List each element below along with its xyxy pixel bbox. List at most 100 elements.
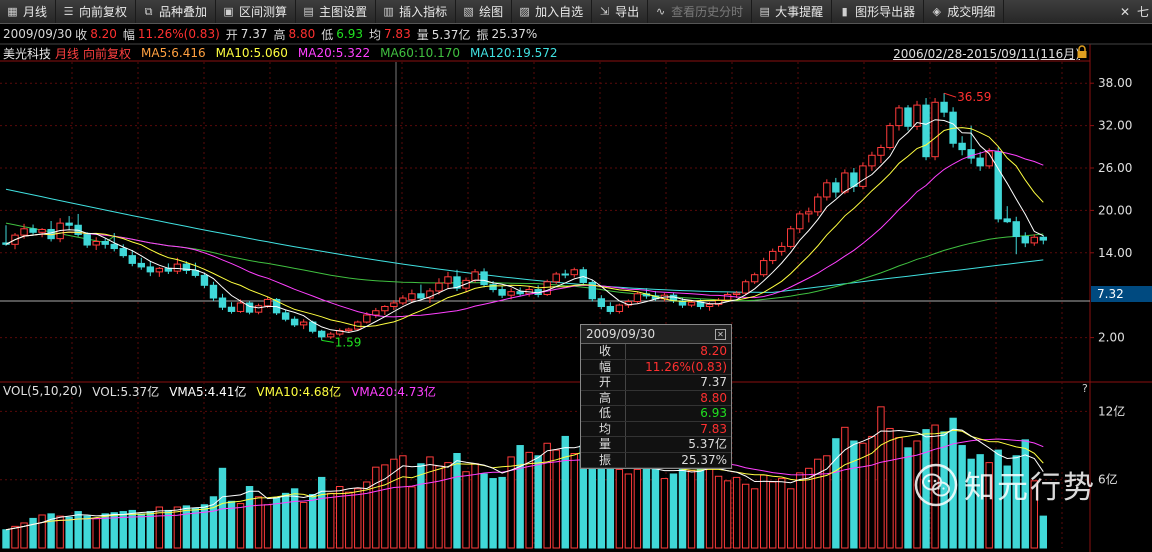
lock-icon[interactable] [1076, 45, 1088, 59]
toolbar-overflow[interactable]: 七 [1136, 5, 1149, 19]
tooltip-key: 振 [581, 452, 626, 467]
volume-bar [841, 426, 849, 549]
info-high-label: 高 [273, 27, 286, 42]
volume-bar [480, 473, 488, 549]
volume-bar [859, 442, 867, 549]
ma120-layer [5, 188, 1044, 293]
toolbar-button-12[interactable]: ◈ 成交明细 [924, 0, 1005, 23]
volume-bar [669, 473, 678, 549]
volume-bar [2, 529, 10, 549]
toolbar-label: 查看历史分时 [671, 5, 744, 19]
toolbar-button-3[interactable]: ▣ 区间测算 [216, 0, 297, 23]
volume-bar [38, 514, 46, 549]
volume-bar [254, 496, 263, 549]
ma-layer [5, 119, 1044, 333]
volume-bar [850, 440, 858, 549]
toolbar-label: 导出 [615, 5, 640, 19]
tooltip-row: 开 7.37 [581, 375, 731, 391]
candle-body [119, 248, 127, 257]
volume-bar [814, 458, 822, 549]
close-icon[interactable]: ✕ [1119, 4, 1131, 19]
candle-body [227, 306, 236, 312]
vma10-value: VMA10:4.68亿 [256, 384, 342, 399]
price-tick-label: 20.00 [1098, 203, 1132, 217]
volume-bar [128, 509, 136, 549]
grid-icon: ▦ [7, 5, 18, 18]
period-label[interactable]: 月线 [55, 46, 80, 61]
toolbar-button-2[interactable]: ⧉ 品种叠加 [136, 0, 217, 23]
candle-body [868, 154, 876, 167]
date-range[interactable]: 2006/02/28-2015/09/11(116月) [893, 47, 1080, 61]
volume-bar [570, 453, 578, 549]
volume-bar [705, 460, 714, 549]
candle-body [471, 271, 479, 281]
vma20-value: VMA20:4.73亿 [351, 384, 436, 399]
volume-bar [868, 435, 876, 549]
candle-body [967, 149, 975, 159]
toolbar-button-9[interactable]: ∿ 查看历史分时 [648, 0, 753, 23]
close-icon[interactable]: ✕ [715, 328, 726, 340]
volume-bar [832, 438, 840, 549]
volume-bar [417, 463, 425, 549]
volume-bar [290, 488, 299, 549]
candle-body [778, 245, 786, 252]
volume-bar [498, 476, 506, 549]
candle-body [750, 274, 759, 283]
ma120-value: MA120:19.572 [469, 46, 558, 60]
info-amp: 25.37% [491, 27, 538, 41]
toolbar-button-1[interactable]: ☰ 向前复权 [56, 0, 137, 23]
toolbar-button-4[interactable]: ▤ 主图设置 [296, 0, 377, 23]
price-tick-label: 32.00 [1098, 119, 1132, 133]
candle-body [345, 328, 353, 332]
volume-bar [155, 506, 164, 549]
candle-body [92, 240, 100, 246]
candle-body [399, 297, 407, 304]
ma60-layer [5, 222, 1044, 302]
volume-bar [336, 486, 344, 549]
toolbar-label: 月线 [23, 5, 48, 19]
toolbar-button-8[interactable]: ⇲ 导出 [592, 0, 649, 23]
volume-bar [137, 513, 146, 549]
volume-bar [823, 455, 831, 549]
candle-body [29, 228, 37, 233]
toolbar-button-5[interactable]: ▥ 插入指标 [376, 0, 457, 23]
candle-body [633, 293, 642, 303]
candle-body [173, 263, 182, 272]
toolbar-button-7[interactable]: ▨ 加入自选 [512, 0, 593, 23]
toolbar-button-0[interactable]: ▦ 月线 [0, 0, 57, 23]
info-close: 8.20 [90, 27, 117, 41]
volume-bar [769, 481, 777, 549]
candle-body [606, 306, 615, 312]
tooltip-key: 量 [581, 437, 626, 452]
candle-body [444, 276, 452, 284]
volume-bar [381, 464, 389, 549]
volume-bar [65, 516, 73, 549]
adjust-label[interactable]: 向前复权 [83, 46, 132, 61]
volume-bar [1003, 465, 1011, 549]
toolbar-button-10[interactable]: ▤ 大事提醒 [752, 0, 833, 23]
candle-body [200, 274, 209, 286]
ma60-value: MA60:10.170 [380, 46, 460, 60]
candle-body [290, 318, 299, 326]
stock-name: 美光科技 [3, 46, 52, 61]
toolbar-button-11[interactable]: ▮ 图形导出器 [832, 0, 925, 23]
low-marker-line [321, 339, 334, 343]
candle-body [363, 314, 371, 323]
volume-bar [624, 473, 633, 549]
calendar-icon: ▤ [759, 5, 770, 18]
tooltip-value: 7.83 [700, 421, 727, 436]
candle-body [110, 243, 118, 250]
candle-body [958, 142, 966, 151]
volume-bar [263, 504, 272, 549]
ma5-value: MA5:6.416 [141, 46, 206, 60]
volume-tick-label: 6亿 [1098, 472, 1118, 487]
volume-bar [29, 517, 37, 549]
volume-bar [741, 483, 750, 549]
volume-bar [245, 486, 254, 549]
volume-bar [47, 513, 55, 549]
info-open: 7.37 [240, 27, 268, 41]
candle-body [796, 213, 804, 230]
toolbar-button-6[interactable]: ▧ 绘图 [456, 0, 513, 23]
tooltip-row: 收 8.20 [581, 344, 731, 360]
